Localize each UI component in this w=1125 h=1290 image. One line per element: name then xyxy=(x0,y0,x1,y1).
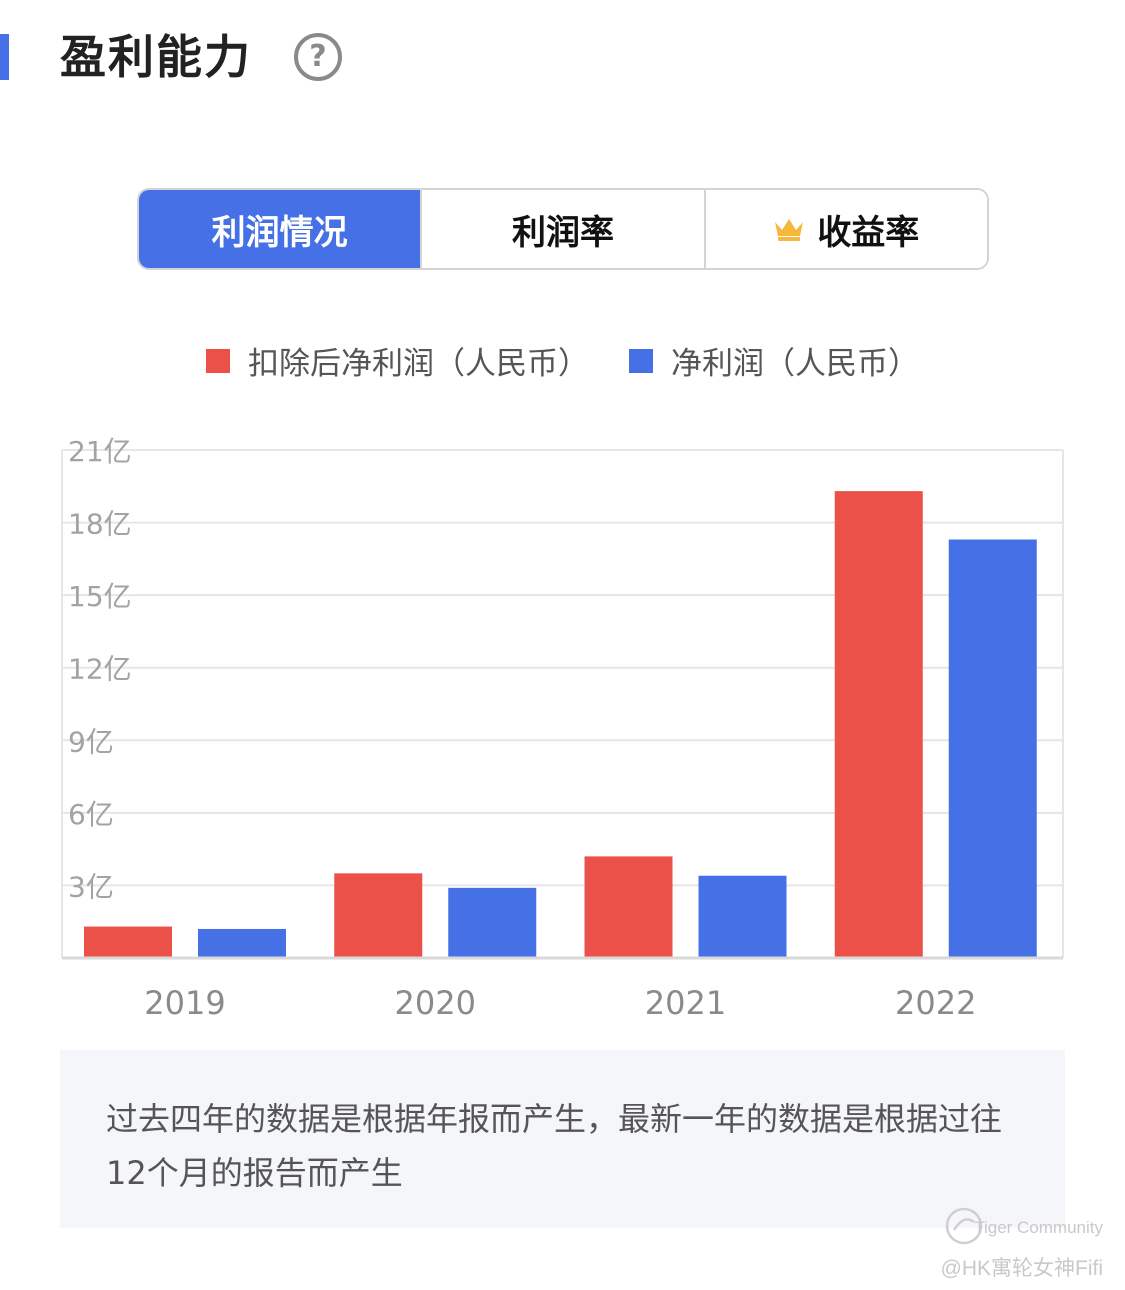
y-tick-label: 6亿 xyxy=(68,798,114,831)
page-title: 盈利能力 xyxy=(60,30,252,84)
tab-return-rate[interactable]: 收益率 xyxy=(703,190,987,268)
legend-item-net-profit[interactable]: 净利润（人民币） xyxy=(629,338,919,383)
y-tick-label: 12亿 xyxy=(68,653,132,686)
legend-label: 净利润（人民币） xyxy=(671,346,919,382)
y-tick-label: 9亿 xyxy=(68,725,114,758)
tab-profit-margin[interactable]: 利润率 xyxy=(420,190,704,268)
crown-icon xyxy=(775,219,804,241)
legend-swatch-blue xyxy=(629,348,653,373)
section-accent-bar xyxy=(0,34,9,80)
x-tick-label: 2019 xyxy=(144,984,225,1022)
tiger-community-logo-icon xyxy=(945,1207,983,1245)
help-icon[interactable]: ? xyxy=(294,33,342,81)
x-tick-label: 2022 xyxy=(895,984,976,1022)
bar-2019-series-1 xyxy=(198,928,286,958)
tab-profit-overview[interactable]: 利润情况 xyxy=(139,190,421,268)
tab-bar: 利润情况 利润率 收益率 xyxy=(137,188,989,270)
data-note: 过去四年的数据是根据年报而产生，最新一年的数据是根据过往12个月的报告而产生 xyxy=(60,1050,1065,1228)
bar-2020-series-1 xyxy=(448,887,537,958)
watermark-brand: Tiger Community xyxy=(974,1218,1103,1237)
y-tick-label: 18亿 xyxy=(68,508,132,541)
legend-item-deducted-net-profit[interactable]: 扣除后净利润（人民币） xyxy=(206,338,589,383)
legend-swatch-red xyxy=(206,348,230,373)
bar-2022-series-1 xyxy=(948,539,1037,958)
bar-2022-series-0 xyxy=(834,491,923,958)
watermark-author: @HK寓轮女神Fifi xyxy=(940,1257,1103,1280)
tab-label: 利润率 xyxy=(511,212,614,253)
bar-2019-series-0 xyxy=(84,926,172,958)
tab-label: 利润情况 xyxy=(211,212,348,253)
legend-label: 扣除后净利润（人民币） xyxy=(248,346,589,382)
bar-2021-series-1 xyxy=(698,875,787,958)
y-tick-label: 3亿 xyxy=(68,870,114,903)
bar-2021-series-0 xyxy=(584,856,673,958)
chart-legend: 扣除后净利润（人民币） 净利润（人民币） xyxy=(0,338,1125,383)
x-tick-label: 2020 xyxy=(395,984,476,1022)
x-tick-label: 2021 xyxy=(645,984,726,1022)
y-tick-label: 15亿 xyxy=(68,580,132,613)
bar-chart: 3亿 6亿 9亿 12亿 15亿 18亿 21亿 2019 2020 2021 2022 xyxy=(61,435,1064,1022)
data-note-text: 过去四年的数据是根据年报而产生，最新一年的数据是根据过往12个月的报告而产生 xyxy=(106,1100,1003,1192)
y-tick-label: 21亿 xyxy=(68,435,132,468)
bar-2020-series-0 xyxy=(334,873,423,958)
tab-label: 收益率 xyxy=(817,212,920,253)
